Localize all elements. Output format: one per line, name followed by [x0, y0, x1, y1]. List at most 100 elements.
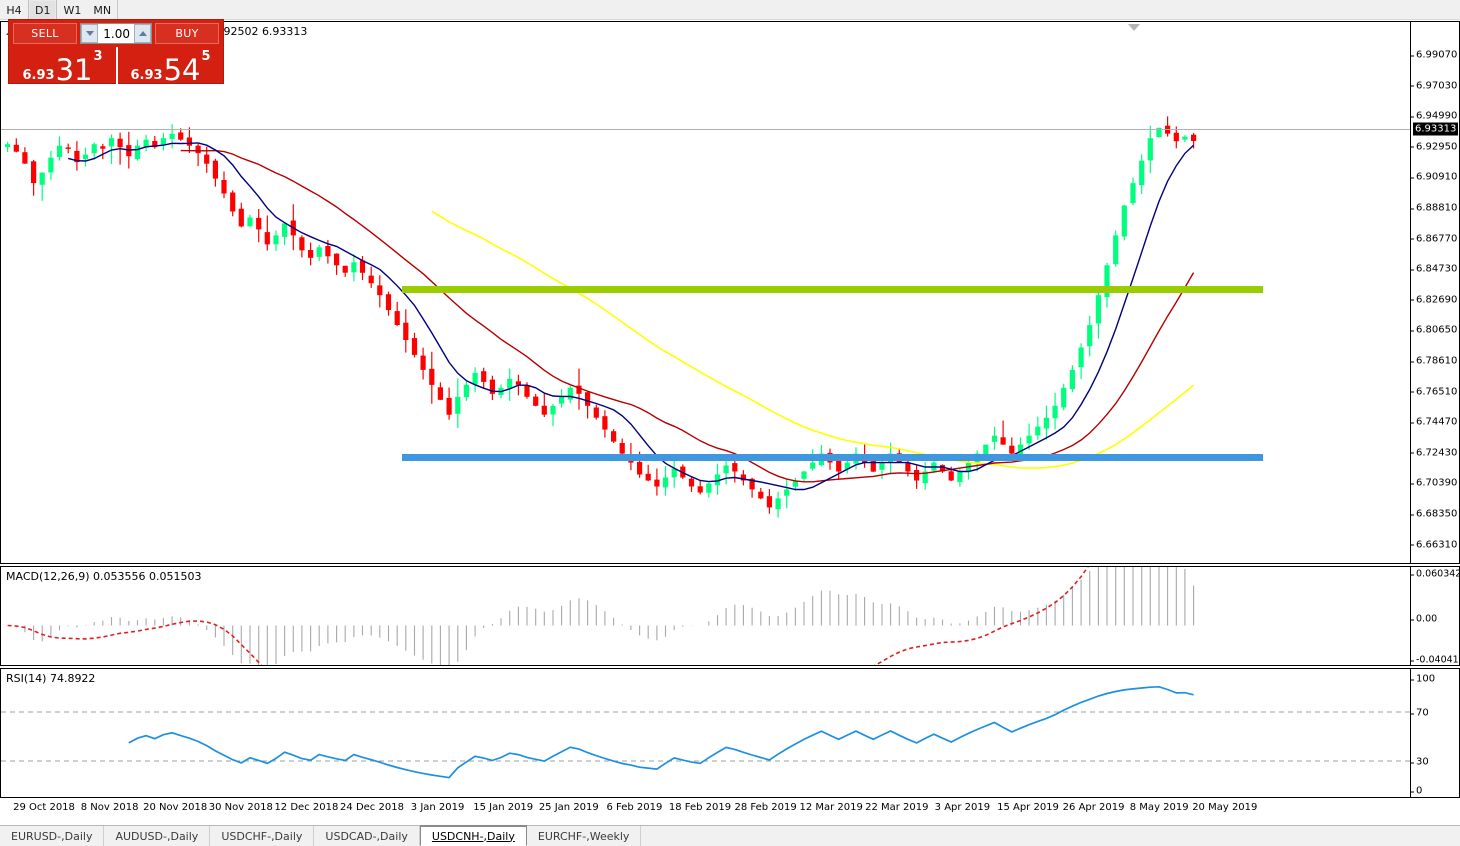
- rsi-axis-tick: 0: [1411, 786, 1422, 797]
- price-axis-tick: 6.74470: [1411, 417, 1457, 428]
- price-axis-tick: 6.92950: [1411, 141, 1457, 152]
- current-price-tag: 6.93313: [1413, 122, 1459, 136]
- ask-pips: 54: [163, 53, 201, 88]
- bid-pips: 31: [55, 53, 93, 88]
- chart-object-marker-icon[interactable]: [1128, 24, 1140, 31]
- price-axis-tick: 6.88810: [1411, 203, 1457, 214]
- chevron-down-icon: [85, 31, 94, 36]
- date-axis-tick: 22 Mar 2019: [865, 802, 929, 813]
- volume-decrease-button[interactable]: [81, 24, 98, 43]
- price-axis-tick: 6.94990: [1411, 111, 1457, 122]
- price-axis-tick: 6.70390: [1411, 478, 1457, 489]
- chart-tab-eurusd[interactable]: EURUSD-,Daily: [0, 826, 105, 846]
- resistance-line[interactable]: [402, 286, 1263, 293]
- chart-tab-usdcnh[interactable]: USDCNH-,Daily: [419, 825, 527, 846]
- price-axis-tick: 6.86770: [1411, 233, 1457, 244]
- date-axis-tick: 15 Jan 2019: [473, 802, 534, 813]
- macd-axis-tick: 0.060342: [1411, 569, 1460, 580]
- bid-price[interactable]: 6.93 31 3: [9, 47, 116, 85]
- rsi-series: [1, 685, 1410, 779]
- timeframe-toolbar: H4 D1 W1 MN: [0, 0, 1460, 20]
- price-axis-tick: 6.66310: [1411, 539, 1457, 550]
- price-axis[interactable]: 6.99070 6.97030 6.94990 6.92950 6.90910 6.888…: [1411, 21, 1460, 564]
- ma-blue-line: [68, 142, 1195, 491]
- chart-tab-label: EURUSD-,Daily: [11, 829, 93, 843]
- macd-series: [7, 567, 1195, 665]
- one-click-trading-panel: SELL 1.00 BUY 6.93 31 3 6.93 54 5: [8, 19, 224, 85]
- date-axis[interactable]: 29 Oct 2018 8 Nov 2018 20 Nov 2018 30 Nov 2…: [0, 800, 1411, 822]
- chevron-up-icon: [138, 31, 147, 36]
- date-axis-tick: 12 Dec 2018: [274, 802, 339, 813]
- date-axis-tick: 20 May 2019: [1192, 802, 1258, 813]
- date-axis-tick: 25 Jan 2019: [538, 802, 599, 813]
- date-axis-tick: 6 Feb 2019: [606, 802, 663, 813]
- chart-tab-label: AUDUSD-,Daily: [115, 829, 199, 843]
- rsi-axis-tick: 100: [1411, 674, 1435, 685]
- one-click-trading-quotes: 6.93 31 3 6.93 54 5: [9, 47, 223, 85]
- date-axis-tick: 8 Nov 2018: [80, 802, 139, 813]
- volume-stepper[interactable]: 1.00: [80, 23, 152, 44]
- date-axis-tick: 20 Nov 2018: [143, 802, 208, 813]
- rsi-line: [128, 685, 1194, 779]
- volume-increase-button[interactable]: [134, 24, 151, 43]
- date-axis-tick: 29 Oct 2018: [13, 802, 75, 813]
- date-axis-tick: 26 Apr 2019: [1062, 802, 1125, 813]
- chart-tab-label: USDCAD-,Daily: [325, 829, 408, 843]
- price-axis-tick: 6.68350: [1411, 509, 1457, 520]
- macd-axis-tick: 0.00: [1411, 614, 1437, 625]
- price-axis-tick: 6.72430: [1411, 447, 1457, 458]
- bid-fraction: 3: [93, 49, 103, 64]
- timeframe-d1[interactable]: D1: [28, 0, 58, 20]
- ma-red-line: [180, 149, 1195, 483]
- price-axis-tick: 6.78610: [1411, 356, 1457, 367]
- chart-tab-label: USDCNH-,Daily: [431, 829, 515, 843]
- volume-input[interactable]: 1.00: [103, 26, 130, 41]
- date-axis-tick: 24 Dec 2018: [340, 802, 404, 813]
- ask-big-figure: 6.93: [130, 68, 163, 83]
- timeframe-mn[interactable]: MN: [93, 3, 112, 17]
- sell-button[interactable]: SELL: [13, 23, 77, 44]
- price-axis-tick: 6.90910: [1411, 172, 1457, 183]
- support-line[interactable]: [402, 454, 1263, 461]
- price-pane[interactable]: USDCNH-,Daily 6.92574 6.93338 6.92502 6.…: [0, 21, 1411, 564]
- timeframe-h4[interactable]: H4: [6, 3, 22, 17]
- price-axis-tick: 6.80650: [1411, 325, 1457, 336]
- date-axis-tick: 28 Feb 2019: [734, 802, 797, 813]
- timeframe-button-group: H4 D1 W1 MN: [0, 0, 119, 20]
- chart-tab-bar: EURUSD-,Daily AUDUSD-,Daily USDCHF-,Daily U…: [0, 825, 1460, 846]
- bid-big-figure: 6.93: [22, 68, 55, 83]
- ma-yellow-line: [431, 210, 1195, 469]
- date-axis-tick: 3 Jan 2019: [410, 802, 465, 813]
- rsi-pane[interactable]: RSI(14) 74.8922: [0, 668, 1411, 798]
- timeframe-w1[interactable]: W1: [63, 3, 82, 17]
- price-axis-tick: 6.84730: [1411, 264, 1457, 275]
- macd-label: MACD(12,26,9) 0.053556 0.051503: [6, 570, 202, 583]
- macd-axis-tick: -0.040415: [1411, 655, 1460, 666]
- date-axis-tick: 15 Apr 2019: [997, 802, 1059, 813]
- chart-tab-usdcad[interactable]: USDCAD-,Daily: [314, 826, 420, 846]
- ask-fraction: 5: [201, 49, 211, 64]
- current-price-level-line: [1, 129, 1410, 130]
- chart-tab-usdchf[interactable]: USDCHF-,Daily: [210, 826, 315, 846]
- one-click-trading-controls: SELL 1.00 BUY: [9, 20, 223, 44]
- chart-tab-label: EURCHF-,Weekly: [537, 829, 630, 843]
- rsi-axis[interactable]: 100 70 30 0: [1411, 668, 1460, 798]
- chart-tab-eurchf[interactable]: EURCHF-,Weekly: [527, 826, 642, 846]
- candlestick-series: [5, 116, 1197, 518]
- buy-button[interactable]: BUY: [155, 23, 219, 44]
- price-axis-tick: 6.99070: [1411, 50, 1457, 61]
- chart-tab-label: USDCHF-,Daily: [221, 829, 303, 843]
- macd-pane[interactable]: MACD(12,26,9) 0.053556 0.051503: [0, 566, 1411, 666]
- date-axis-tick: 30 Nov 2018: [208, 802, 273, 813]
- macd-axis[interactable]: 0.060342 0.00 -0.040415: [1411, 566, 1460, 666]
- ask-price[interactable]: 6.93 54 5: [116, 47, 223, 85]
- rsi-axis-tick: 30: [1411, 757, 1429, 768]
- chart-tab-audusd[interactable]: AUDUSD-,Daily: [104, 826, 211, 846]
- chart-area: USDCNH-,Daily 6.92574 6.93338 6.92502 6.…: [0, 21, 1460, 825]
- rsi-axis-tick: 70: [1411, 708, 1429, 719]
- date-axis-tick: 8 May 2019: [1129, 802, 1189, 813]
- rsi-label: RSI(14) 74.8922: [6, 672, 96, 685]
- price-axis-tick: 6.82690: [1411, 294, 1457, 305]
- date-axis-tick: 12 Mar 2019: [799, 802, 863, 813]
- price-axis-tick: 6.76510: [1411, 386, 1457, 397]
